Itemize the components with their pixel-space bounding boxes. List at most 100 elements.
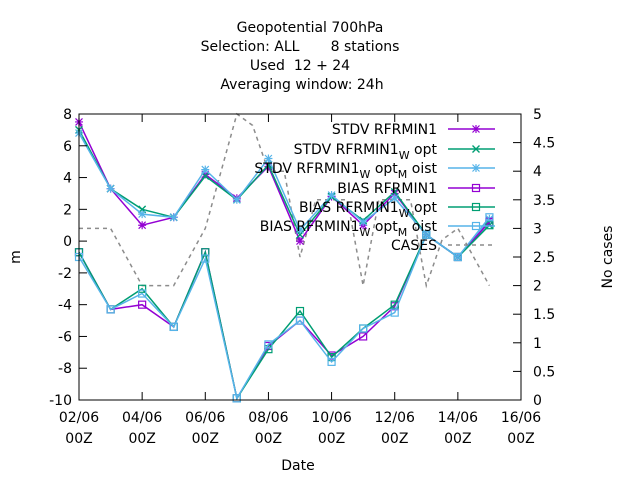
y-tick-label: -8: [58, 361, 72, 377]
data-point: [485, 221, 494, 230]
x-tick-label: 10/06: [311, 410, 351, 426]
series-line: [78, 216, 490, 401]
legend-label: CASES: [391, 238, 437, 254]
legend-marker: [471, 183, 481, 193]
data-point: [359, 324, 368, 333]
y2-tick-label: 2.5: [533, 250, 555, 266]
data-point: [106, 184, 115, 193]
data-point: [295, 316, 305, 325]
data-point: [296, 237, 304, 246]
y-tick-label: 6: [63, 139, 72, 155]
data-point: [359, 332, 368, 341]
legend-marker: [472, 125, 480, 133]
y2-tick-label: 4: [533, 164, 542, 180]
legend-label: STDV RFRMIN1: [332, 122, 437, 138]
legend-entry: BIAS RFRMIN1W optM oist: [260, 219, 495, 239]
title-line-4: Averaging window: 24h: [220, 77, 383, 93]
data-point: [422, 230, 431, 239]
data-point: [201, 170, 210, 179]
x-axis-label: Date: [281, 458, 314, 474]
y2-tick-label: 2: [533, 279, 542, 295]
series-6: [79, 112, 491, 289]
data-point: [485, 213, 494, 222]
legend-entry: STDV RFRMIN1W opt: [294, 142, 495, 162]
y-tick-label: -4: [58, 298, 72, 314]
chart-title: Geopotential 700hPa Selection: ALL 8 sta…: [201, 20, 400, 93]
data-point: [106, 305, 115, 314]
y2-tick-label: 1: [533, 336, 542, 352]
legend-label: BIAS RFRMIN1W opt: [299, 200, 438, 220]
x-tick-label-time: 00Z: [318, 431, 345, 447]
x-tick-label: 08/06: [248, 410, 288, 426]
legend-marker: [472, 145, 480, 153]
x-tick-label: 12/06: [375, 410, 415, 426]
legend-marker: [471, 221, 481, 231]
data-point: [201, 254, 210, 263]
y-tick-label: 2: [63, 202, 72, 218]
data-point: [138, 221, 147, 230]
y2-tick-label: 5: [533, 107, 542, 123]
x-tick-label-time: 00Z: [192, 431, 219, 447]
legend-entry: CASES: [391, 238, 495, 254]
y-tick-label: 8: [63, 107, 72, 123]
x-tick-label-time: 00Z: [381, 431, 408, 447]
legend-label: BIAS RFRMIN1W optM oist: [260, 219, 438, 239]
data-point: [138, 284, 147, 293]
legend-entry: BIAS RFRMIN1W opt: [299, 200, 495, 220]
y2-tick-label: 0: [533, 393, 542, 409]
x-tick-label: 04/06: [122, 410, 162, 426]
legend-label: STDV RFRMIN1W opt: [294, 142, 438, 162]
data-point: [264, 154, 273, 163]
data-point: [296, 225, 304, 234]
legend-label: BIAS RFRMIN1: [337, 181, 437, 197]
data-point: [264, 340, 273, 349]
series-line: [79, 112, 491, 289]
y2-tick-label: 3: [533, 221, 542, 237]
data-point: [138, 289, 147, 298]
data-point: [201, 165, 210, 174]
data-point: [201, 248, 210, 257]
data-point: [169, 322, 178, 332]
y-axis-label: m: [8, 250, 24, 264]
y-tick-label: 4: [63, 171, 72, 187]
x-tick-label-time: 00Z: [128, 431, 155, 447]
x-tick-label-time: 00Z: [507, 431, 534, 447]
data-point: [138, 210, 147, 219]
y-tick-label: -6: [58, 329, 72, 345]
data-point: [453, 252, 462, 262]
data-point: [232, 195, 241, 204]
x-tick-label: 14/06: [438, 410, 478, 426]
y-tick-label: 0: [63, 234, 72, 250]
series-5: [74, 213, 494, 403]
y2-tick-label: 0.5: [533, 364, 555, 380]
x-tick-label-time: 00Z: [65, 431, 92, 447]
data-point: [390, 194, 399, 203]
y2-tick-label: 4.5: [533, 136, 555, 152]
data-point: [359, 218, 368, 227]
y-tick-label: -10: [49, 393, 72, 409]
x-tick-label: 06/06: [185, 410, 225, 426]
legend-entry: STDV RFRMIN1W optM oist: [254, 161, 495, 181]
y2-axis: 0 0.5 1 1.5 2 2.5 3 3.5 4 4.5 5: [513, 107, 555, 409]
data-point: [169, 213, 178, 222]
x-axis: 02/06 00Z 04/06 00Z 06/06 00Z 08/06 00Z 10/06 00Z…: [59, 114, 541, 447]
legend-marker: [472, 164, 480, 172]
title-line-2: Selection: ALL 8 stations: [201, 39, 400, 55]
legend-entry: BIAS RFRMIN1: [337, 181, 495, 197]
data-point: [390, 187, 399, 196]
series-line: [78, 132, 490, 259]
y-axis: -10 -8 -6 -4 -2 0 2 4 6 8: [49, 107, 87, 409]
title-line-3: Used 12 + 24: [250, 58, 350, 74]
data-point: [327, 357, 336, 366]
x-tick-label-time: 00Z: [444, 431, 471, 447]
y2-tick-label: 3.5: [533, 193, 555, 209]
data-point: [232, 394, 241, 403]
x-tick-label: 16/06: [501, 410, 541, 426]
title-line-1: Geopotential 700hPa: [237, 20, 384, 36]
y-tick-label: -2: [58, 266, 72, 282]
x-tick-label: 02/06: [59, 410, 99, 426]
data-point: [390, 189, 399, 198]
y2-tick-label: 1.5: [533, 307, 555, 323]
